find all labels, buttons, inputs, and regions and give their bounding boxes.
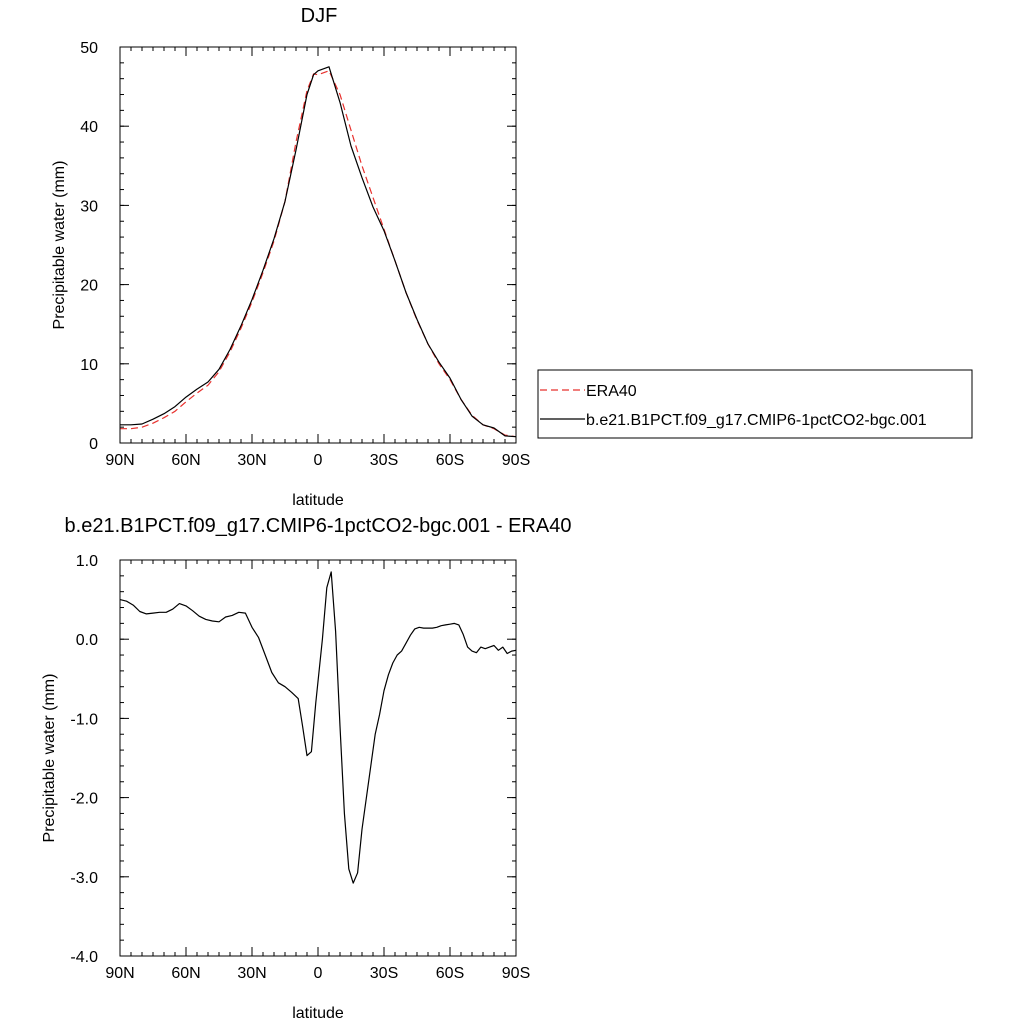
y-tick-label: 0.0: [76, 632, 98, 649]
x-tick-label: 30S: [370, 452, 398, 469]
y-tick-label: -1.0: [70, 711, 98, 728]
legend-label-model: b.e21.B1PCT.f09_g17.CMIP6-1pctCO2-bgc.00…: [586, 412, 927, 429]
y-tick-label: 10: [80, 357, 98, 374]
legend-box: [537, 369, 973, 439]
y-axis-label: Precipitable water (mm): [51, 161, 68, 330]
x-tick-label: 60S: [436, 452, 464, 469]
series-group: [119, 571, 517, 884]
y-tick-label: 40: [80, 119, 98, 136]
y-tick-label: -2.0: [70, 791, 98, 808]
difference-panel: b.e21.B1PCT.f09_g17.CMIP6-1pctCO2-bgc.00…: [41, 515, 571, 1022]
x-tick-label: 60N: [171, 452, 200, 469]
x-tick-label: 90N: [105, 452, 134, 469]
x-tick-label: 0: [314, 965, 323, 982]
y-tick-label: 1.0: [76, 553, 98, 570]
series-line-model: [120, 66, 517, 438]
chart-title: DJF: [301, 5, 338, 27]
y-tick-label: 50: [80, 40, 98, 57]
series-line-era40: [120, 70, 517, 438]
y-tick-label: -3.0: [70, 870, 98, 887]
legend-label-era40: ERA40: [586, 383, 637, 400]
x-axis-label: latitude: [292, 492, 344, 509]
x-tick-label: 90S: [502, 965, 530, 982]
y-tick-label: 20: [80, 278, 98, 295]
axis-ticks: 90N 60N 30N 0 30S 60S 90S 1.0 0.0 -1.0 -2.0 -3.0 -4.…: [70, 553, 530, 982]
legend: ERA40 b.e21.B1PCT.f09_g17.CMIP6-1pctCO2-…: [537, 369, 973, 439]
x-tick-label: 60S: [436, 965, 464, 982]
plot-frame: [119, 559, 517, 957]
plot-frame: [119, 46, 517, 444]
x-tick-label: 90N: [105, 965, 134, 982]
y-axis-label: Precipitable water (mm): [41, 674, 58, 843]
x-tick-label: 30S: [370, 965, 398, 982]
series-line-model: [119, 571, 517, 884]
precipitable-water-panel: DJF Precipitable water (mm) latitude 90N…: [51, 5, 530, 509]
x-tick-label: 60N: [171, 965, 200, 982]
y-tick-label: 30: [80, 198, 98, 215]
y-tick-label: 0: [89, 436, 98, 453]
x-tick-label: 0: [314, 452, 323, 469]
x-tick-label: 30N: [237, 965, 266, 982]
x-tick-label: 90S: [502, 452, 530, 469]
x-tick-label: 30N: [237, 452, 266, 469]
series-group: [120, 66, 517, 438]
chart-title: b.e21.B1PCT.f09_g17.CMIP6-1pctCO2-bgc.00…: [65, 515, 572, 537]
y-tick-label: -4.0: [70, 949, 98, 966]
x-axis-label: latitude: [292, 1005, 344, 1022]
